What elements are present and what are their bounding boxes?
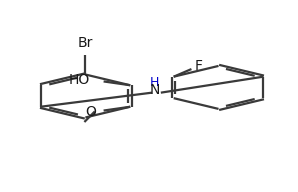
Text: N: N	[150, 83, 160, 97]
Text: O: O	[85, 104, 96, 118]
Text: Br: Br	[78, 36, 93, 50]
Text: HO: HO	[69, 74, 90, 88]
Text: F: F	[195, 59, 203, 73]
Text: H: H	[150, 76, 160, 89]
